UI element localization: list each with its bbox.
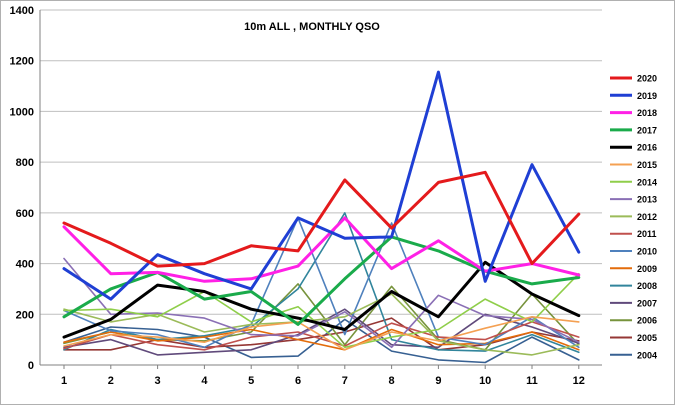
legend-label: 2018: [637, 108, 657, 118]
legend-label: 2020: [637, 74, 657, 84]
x-tick-label: 6: [295, 375, 301, 387]
y-tick-label: 1400: [10, 5, 34, 17]
legend: 2020 2019 2018 2017 2016 2015 2014 2013 2012 2011…: [610, 74, 657, 360]
series-lines: [62, 70, 581, 364]
legend-label: 2016: [637, 143, 657, 153]
series-line-2004: [63, 318, 580, 364]
y-tick-label: 800: [16, 157, 34, 169]
legend-label: 2017: [637, 125, 657, 135]
legend-label: 2004: [637, 350, 657, 360]
x-tick-label: 3: [155, 375, 161, 387]
y-tick-label: 1000: [10, 106, 34, 118]
legend-label: 2009: [637, 264, 657, 274]
legend-label: 2015: [637, 160, 657, 170]
y-tick-label: 400: [16, 259, 34, 271]
x-tick-label: 12: [573, 375, 585, 387]
series-line-2008: [63, 212, 580, 354]
series-line-2010: [63, 217, 580, 349]
y-tick-label: 1200: [10, 56, 34, 68]
series-line-2011: [63, 321, 580, 351]
legend-label: 2007: [637, 298, 657, 308]
legend-label: 2014: [637, 177, 657, 187]
x-tick-label: 1: [61, 375, 67, 387]
series-line-2014: [63, 272, 580, 349]
x-tick-label: 7: [342, 375, 348, 387]
y-tick-label: 0: [28, 360, 34, 372]
series-line-2018: [62, 216, 581, 283]
legend-label: 2013: [637, 195, 657, 205]
x-tick-label: 11: [526, 375, 538, 387]
y-tick-label: 600: [16, 208, 34, 220]
y-tick-label: 200: [16, 309, 34, 321]
legend-label: 2019: [637, 91, 657, 101]
series-line-2015: [63, 315, 580, 351]
legend-label: 2010: [637, 247, 657, 257]
legend-label: 2005: [637, 333, 657, 343]
x-tick-label: 2: [108, 375, 114, 387]
series-line-2009: [63, 328, 580, 351]
x-tick-label: 4: [201, 375, 208, 387]
x-tick-label: 5: [248, 375, 254, 387]
legend-label: 2006: [637, 316, 657, 326]
legend-label: 2011: [637, 229, 657, 239]
legend-label: 2008: [637, 281, 657, 291]
legend-label: 2012: [637, 212, 657, 222]
series-line-2017: [62, 235, 581, 326]
x-tick-label: 10: [479, 375, 491, 387]
chart-title: 10m ALL , MONTHLY QSO: [244, 21, 380, 33]
series-line-2016: [62, 260, 581, 339]
series-line-2020: [62, 170, 581, 268]
x-tick-label: 8: [389, 375, 395, 387]
x-tick-label: 9: [435, 375, 441, 387]
